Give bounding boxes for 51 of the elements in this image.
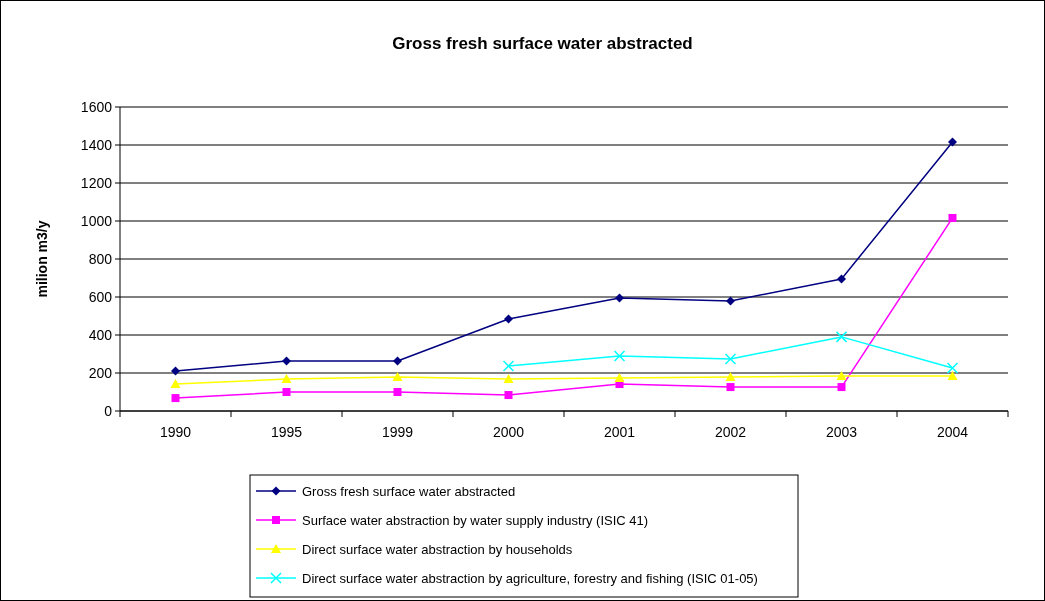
point [724, 353, 737, 365]
point [171, 366, 180, 376]
y-tick-label: 1200 [80, 174, 113, 191]
point [171, 394, 180, 403]
point [837, 383, 846, 392]
point [503, 374, 514, 384]
chart-title: Gross fresh surface water abstracted [392, 34, 693, 53]
y-tick-label: 0 [104, 402, 113, 419]
y-tick-label: 200 [88, 364, 113, 381]
point [836, 371, 847, 381]
x-tick-label: 1990 [159, 424, 192, 440]
x-tick-label: 2003 [825, 424, 858, 440]
point [726, 383, 735, 392]
x-tick-label: 2002 [714, 424, 747, 440]
y-tick-label: 1000 [80, 212, 113, 229]
legend-label: Gross fresh surface water abstracted [302, 483, 516, 499]
x-tick-label: 1995 [270, 424, 303, 440]
x-tick-label: 1999 [381, 424, 414, 440]
y-tick-label: 1400 [80, 136, 113, 153]
point [946, 362, 959, 374]
x-tick-label: 2000 [492, 424, 525, 440]
point [837, 274, 846, 284]
point [502, 360, 515, 372]
legend-label: Surface water abstraction by water supply industry (ISIC 41) [302, 512, 649, 528]
point [393, 388, 402, 396]
point [281, 374, 292, 384]
point [170, 379, 181, 389]
point [948, 213, 957, 222]
point [726, 296, 735, 306]
point [393, 356, 402, 366]
point [282, 356, 291, 366]
point [947, 371, 958, 381]
point [504, 391, 513, 400]
point [613, 350, 626, 362]
point [948, 137, 957, 147]
legend-label: Direct surface water abstraction by agriculture, forestry and fishing (ISIC 01-05) [302, 570, 758, 586]
point [615, 293, 624, 303]
point [504, 314, 513, 324]
x-tick-label: 2004 [936, 424, 969, 440]
y-tick-label: 800 [88, 250, 113, 267]
point [835, 331, 848, 343]
y-tick-label: 400 [88, 326, 113, 343]
x-tick-label: 2001 [603, 424, 636, 440]
point [725, 371, 736, 381]
point [614, 372, 625, 382]
y-axis-title: milion m3/y [34, 220, 50, 298]
legend-label: Direct surface water abstraction by households [302, 541, 573, 557]
point [282, 388, 291, 396]
y-tick-label: 1600 [80, 98, 113, 115]
point [392, 371, 403, 381]
y-tick-label: 600 [88, 288, 113, 305]
